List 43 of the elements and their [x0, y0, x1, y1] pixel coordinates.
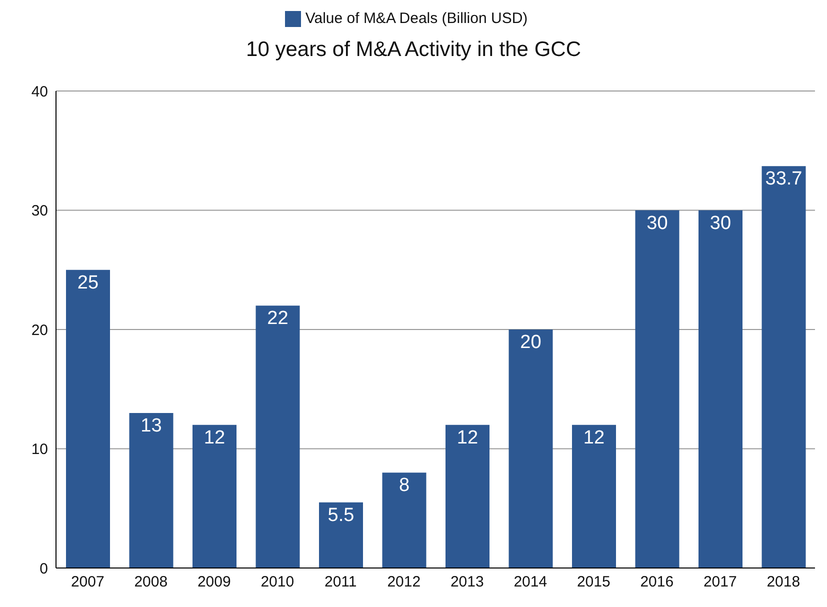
bar — [572, 424, 616, 568]
bar — [319, 502, 363, 568]
y-tick-label: 10 — [31, 441, 48, 458]
y-tick-label: 40 — [31, 83, 48, 100]
legend-label: Value of M&A Deals (Billion USD) — [305, 10, 528, 27]
y-tick-label: 20 — [31, 322, 48, 339]
data-label: 30 — [710, 212, 732, 234]
x-tick-label: 2015 — [576, 574, 610, 591]
bar — [635, 210, 680, 568]
chart-title: 10 years of M&A Activity in the GCC — [245, 38, 582, 62]
data-label: 20 — [520, 332, 542, 354]
data-label: 12 — [456, 427, 478, 448]
data-label: 5.5 — [328, 504, 354, 526]
bar — [762, 166, 806, 568]
bar — [192, 424, 236, 568]
x-tick-label: 2018 — [766, 574, 800, 591]
bar — [129, 412, 174, 568]
x-tick-label: 2010 — [260, 574, 294, 591]
data-label: 30 — [646, 212, 668, 234]
data-label: 33.7 — [765, 168, 802, 190]
bar — [66, 270, 110, 568]
x-tick-label: 2014 — [514, 574, 548, 591]
data-label: 13 — [140, 415, 162, 436]
y-tick-label: 0 — [40, 560, 48, 578]
data-label: 12 — [204, 427, 226, 448]
x-tick-label: 2007 — [70, 574, 104, 591]
x-tick-label: 2008 — [134, 574, 168, 591]
data-label: 8 — [398, 475, 410, 496]
x-tick-label: 2013 — [450, 574, 484, 591]
bar — [698, 210, 742, 568]
x-tick-label: 2009 — [197, 574, 231, 591]
x-tick-label: 2017 — [703, 574, 737, 591]
bar — [508, 330, 553, 568]
bar — [382, 472, 426, 568]
data-label: 25 — [77, 272, 99, 294]
x-tick-label: 2011 — [324, 574, 357, 591]
data-label: 22 — [267, 308, 288, 330]
bar — [446, 424, 490, 568]
data-label: 12 — [583, 427, 605, 448]
x-tick-label: 2016 — [640, 574, 674, 591]
y-tick-label: 30 — [31, 202, 48, 220]
bar — [256, 306, 300, 568]
x-tick-label: 2012 — [387, 574, 421, 591]
